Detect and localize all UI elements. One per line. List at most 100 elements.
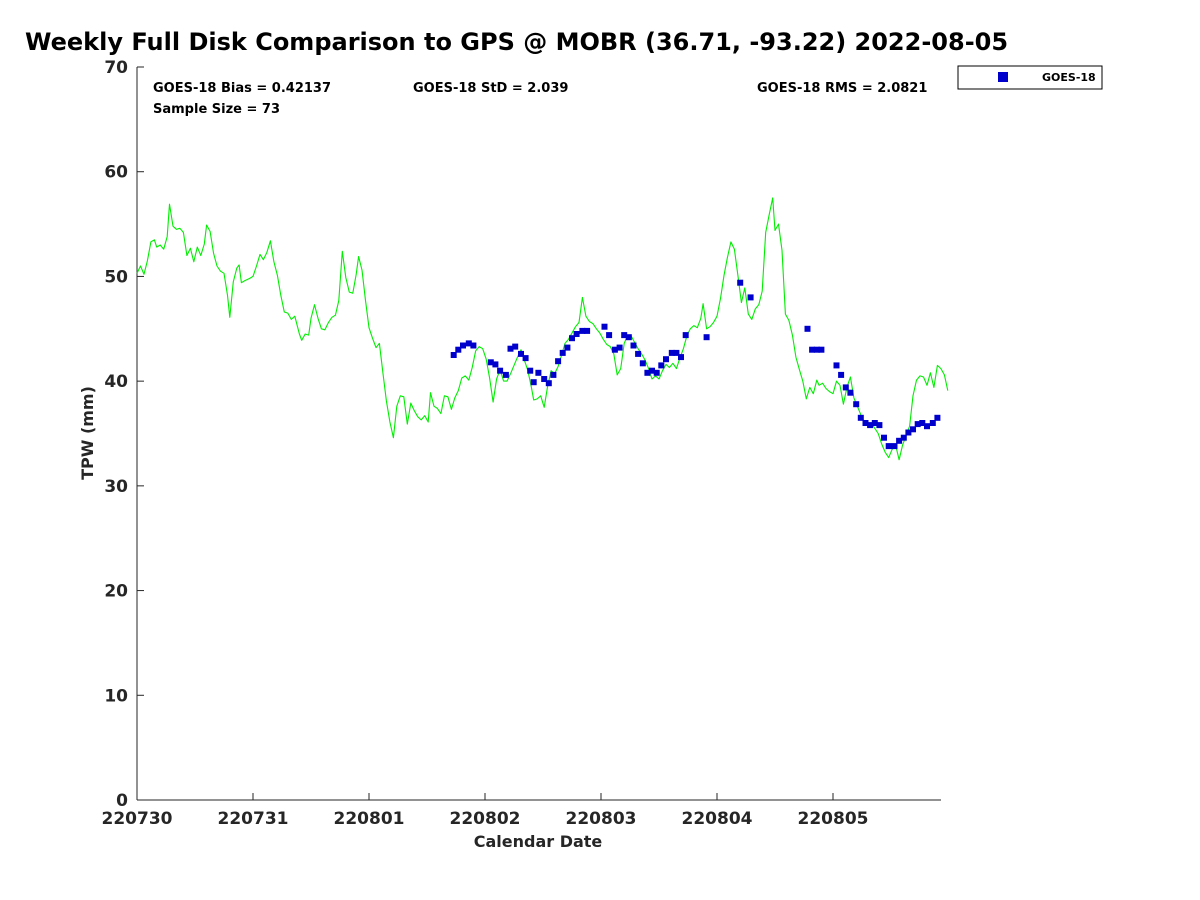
goes-18-point: [678, 354, 684, 361]
chart-title: Weekly Full Disk Comparison to GPS @ MOB…: [25, 28, 1009, 56]
goes-18-point: [871, 420, 878, 426]
goes-18-point: [910, 426, 916, 433]
rms-annotation: GOES-18 RMS = 2.0821: [757, 81, 927, 96]
x-tick-label: 220802: [450, 809, 521, 829]
goes-18-point: [541, 376, 548, 382]
y-tick-label: 70: [104, 58, 128, 78]
goes-18-point: [611, 346, 618, 353]
goes-18-point: [616, 344, 623, 351]
goes-18-point: [550, 371, 557, 378]
goes-18-point: [853, 401, 860, 408]
goes-18-point: [838, 371, 845, 378]
y-tick-label: 0: [116, 791, 128, 811]
goes-18-point: [573, 331, 580, 337]
goes-18-series: [450, 279, 941, 450]
goes-18-point: [653, 369, 660, 376]
goes-18-point: [621, 332, 628, 339]
bias-annotation: GOES-18 Bias = 0.42137: [153, 81, 331, 96]
legend-box: [957, 65, 1103, 90]
goes-18-point: [747, 294, 754, 301]
goes-18-point: [502, 371, 509, 378]
gps-series: [136, 197, 949, 461]
goes-18-point: [487, 359, 494, 366]
goes-18-point: [682, 332, 689, 339]
goes-18-point: [649, 367, 655, 374]
goes-18-point: [924, 423, 930, 430]
goes-18-point: [867, 422, 874, 429]
goes-18-point: [813, 346, 820, 353]
axes: 0 10 20 30 40 50 60 70 220730 220731 220801 220802 2…: [102, 58, 941, 829]
goes-18-point: [460, 342, 466, 349]
goes-18-point: [455, 346, 462, 353]
goes-18-point: [625, 334, 632, 341]
y-tick-label: 60: [104, 163, 128, 183]
goes-18-point: [919, 420, 926, 426]
y-tick-label: 10: [104, 686, 128, 706]
x-axis-label: Calendar Date: [474, 832, 603, 851]
goes-18-point: [881, 434, 887, 441]
goes-18-point: [862, 420, 869, 426]
goes-18-point: [518, 350, 524, 357]
goes-18-point: [885, 443, 892, 450]
goes-18-point: [470, 342, 477, 349]
goes-18-point: [601, 323, 608, 330]
goes-18-point: [663, 356, 669, 363]
x-tick-label: 220801: [334, 809, 405, 829]
x-tick-label: 220803: [566, 809, 637, 829]
stats-annotations: GOES-18 Bias = 0.42137 GOES-18 StD = 2.0…: [153, 81, 927, 117]
goes-18-point: [606, 332, 613, 339]
goes-18-point: [545, 380, 552, 387]
y-tick-label: 20: [104, 582, 128, 602]
legend-marker: [998, 72, 1008, 82]
goes-18-point: [809, 346, 816, 353]
goes-18-point: [934, 414, 941, 421]
goes-18-point: [703, 334, 710, 341]
y-tick-label: 30: [104, 477, 128, 497]
goes-18-point: [857, 414, 864, 421]
y-tick-label: 50: [104, 267, 128, 287]
goes-18-point: [673, 349, 680, 356]
y-axis-label: TPW (mm): [78, 386, 97, 480]
goes-18-point: [559, 349, 566, 356]
goes-18-point: [905, 429, 912, 436]
goes-18-point: [833, 362, 840, 369]
goes-18-point: [530, 379, 537, 386]
goes-18-point: [668, 349, 675, 356]
legend-label: GOES-18: [1042, 71, 1096, 84]
x-tick-label: 220730: [102, 809, 173, 829]
goes-18-point: [492, 361, 499, 368]
goes-18-point: [512, 343, 519, 350]
goes-18-point: [450, 352, 457, 358]
legend: GOES-18: [957, 65, 1103, 90]
goes-18-point: [929, 420, 936, 426]
goes-18-point: [900, 434, 907, 441]
goes-18-point: [644, 369, 651, 376]
goes-18-point: [497, 367, 504, 374]
goes-18-point: [522, 355, 529, 362]
goes-18-point: [847, 389, 854, 396]
goes-18-point: [569, 335, 575, 342]
goes-18-point: [535, 369, 542, 376]
goes-18-point: [564, 344, 571, 351]
goes-18-point: [635, 350, 642, 357]
goes-18-point: [555, 358, 562, 365]
x-tick-label: 220804: [682, 809, 753, 829]
goes-18-point: [876, 422, 883, 429]
std-annotation: GOES-18 StD = 2.039: [413, 81, 568, 96]
goes-18-point: [818, 346, 825, 353]
goes-18-point: [737, 279, 744, 286]
goes-18-point: [914, 421, 921, 428]
gps-line: [136, 197, 949, 461]
goes-18-point: [630, 342, 637, 349]
goes-18-point: [639, 360, 646, 367]
goes-18-point: [465, 340, 472, 347]
goes-18-point: [579, 327, 586, 334]
goes-18-point: [842, 384, 849, 391]
sample-size-annotation: Sample Size = 73: [153, 102, 280, 117]
goes-18-point: [804, 325, 811, 332]
x-tick-label: 220805: [798, 809, 869, 829]
y-tick-label: 40: [104, 372, 128, 392]
goes-18-point: [527, 367, 534, 374]
goes-18-point: [896, 437, 903, 444]
